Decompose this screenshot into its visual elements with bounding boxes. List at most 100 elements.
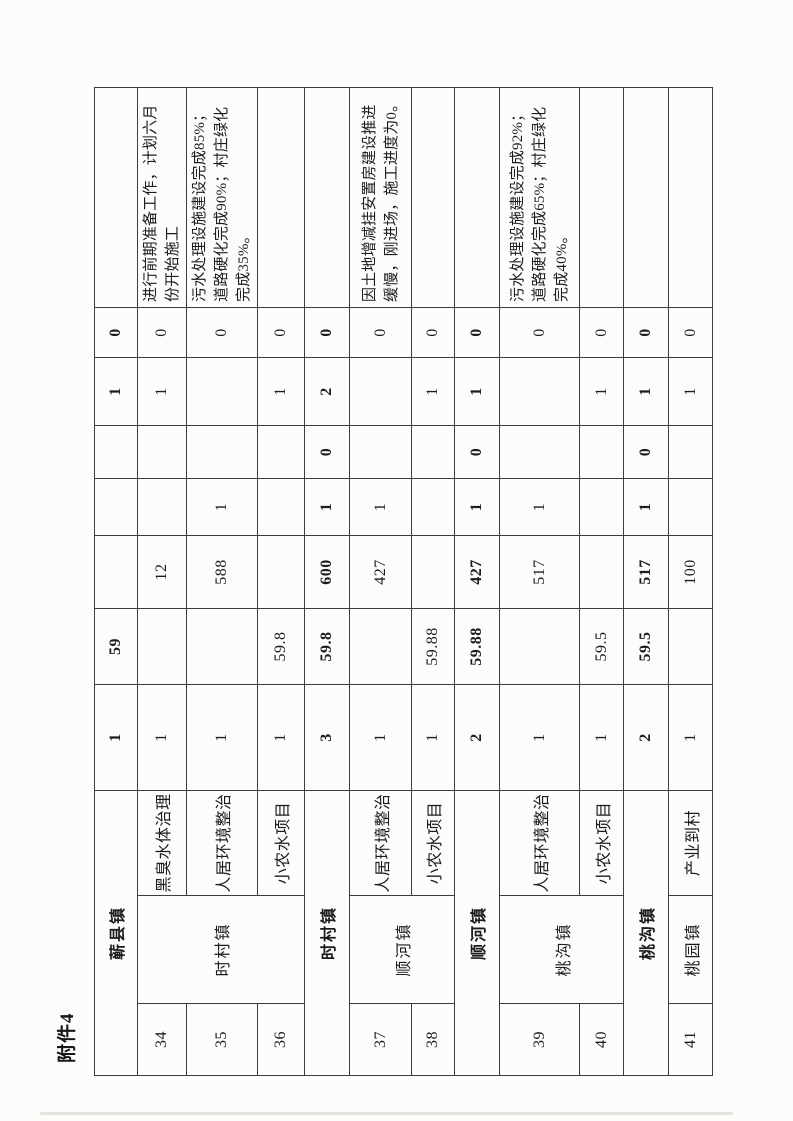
rotated-content-wrapper: 附件4 蕲县镇 1 59 1 0 34 时村镇 黑臭水体治理 1 12 1 0 进行前期准备工作，计划六…	[44, 87, 713, 1076]
cell-amount1: 59.8	[304, 608, 350, 685]
scan-artifact-edge	[40, 1112, 733, 1115]
cell-remark	[94, 87, 138, 308]
cell-seq: 34	[137, 1003, 187, 1076]
cell-val1: 1	[454, 478, 500, 536]
cell-qty: 1	[499, 684, 580, 791]
cell-amount1: 59.88	[454, 608, 500, 685]
cell-town: 桃沟镇	[623, 790, 669, 1076]
cell-seq: 36	[257, 1003, 305, 1076]
cell-amount2	[579, 535, 624, 609]
cell-remark	[454, 87, 500, 308]
cell-val2	[257, 425, 305, 479]
cell-seq: 41	[668, 1003, 713, 1076]
cell-amount2: 12	[137, 535, 187, 609]
cell-remark	[304, 87, 350, 308]
table-body: 蕲县镇 1 59 1 0 34 时村镇 黑臭水体治理 1 12 1 0 进行前期准备工作，计划六月份开始…	[94, 87, 713, 1076]
cell-seq: 37	[349, 1003, 412, 1076]
cell-amount2	[94, 535, 138, 609]
cell-amount1	[668, 608, 713, 685]
cell-seq: 40	[579, 1003, 624, 1076]
cell-project: 小农水项目	[257, 790, 305, 896]
cell-amount1: 59.5	[623, 608, 669, 685]
subtotal-row: 蕲县镇 1 59 1 0	[94, 87, 138, 1076]
cell-val1: 1	[186, 478, 258, 536]
subtotal-row: 顺河镇 2 59.88 427 1 0 1 0	[454, 87, 500, 1076]
cell-amount2: 600	[304, 535, 350, 609]
cell-qty: 1	[668, 684, 713, 791]
cell-val2	[94, 425, 138, 479]
cell-town: 时村镇	[137, 895, 305, 1004]
table-row: 39 桃沟镇 人居环境整治 1 517 1 0 污水处理设施建设完成92%；道路硬化完成65%…	[499, 87, 624, 1076]
cell-val1	[137, 478, 187, 536]
cell-project: 人居环境整治	[186, 790, 258, 896]
cell-seq: 39	[499, 1003, 580, 1076]
table-row: 41 桃园镇 产业到村 1 100 1 0	[668, 87, 713, 1076]
cell-val1: 1	[349, 478, 412, 536]
cell-val3: 1	[257, 357, 305, 426]
cell-remark: 污水处理设施建设完成85%；道路硬化完成90%；村庄绿化完成35%。	[186, 87, 258, 308]
landscape-sheet: 附件4 蕲县镇 1 59 1 0 34 时村镇 黑臭水体治理 1 12 1 0 进行前期准备工作，计划六…	[44, 87, 713, 1076]
cell-remark: 进行前期准备工作，计划六月份开始施工	[137, 87, 187, 308]
cell-remark	[579, 87, 624, 308]
project-progress-table: 蕲县镇 1 59 1 0 34 时村镇 黑臭水体治理 1 12 1 0 进行前期准备工作，计划六月份开始…	[94, 87, 713, 1076]
cell-val4: 0	[454, 307, 500, 358]
cell-val2	[579, 425, 624, 479]
cell-qty: 2	[454, 684, 500, 791]
cell-amount2	[257, 535, 305, 609]
cell-qty: 1	[257, 684, 305, 791]
cell-qty: 1	[411, 684, 455, 791]
cell-val3: 1	[668, 357, 713, 426]
cell-amount2: 427	[454, 535, 500, 609]
cell-val3: 1	[137, 357, 187, 426]
cell-val3	[186, 357, 258, 426]
cell-val4: 0	[499, 307, 580, 358]
cell-remark: 污水处理设施建设完成92%；道路硬化完成65%；村庄绿化完成40%。	[499, 87, 580, 308]
table-row: 34 时村镇 黑臭水体治理 1 12 1 0 进行前期准备工作，计划六月份开始施工	[137, 87, 305, 1076]
subtotal-row: 时村镇 3 59.8 600 1 0 2 0	[304, 87, 350, 1076]
cell-val4: 0	[349, 307, 412, 358]
cell-val3: 1	[454, 357, 500, 426]
cell-remark	[411, 87, 455, 308]
cell-town: 顺河镇	[454, 790, 500, 1076]
cell-project: 产业到村	[668, 790, 713, 896]
cell-remark	[668, 87, 713, 308]
cell-val4: 0	[137, 307, 187, 358]
cell-val3	[499, 357, 580, 426]
cell-val2	[186, 425, 258, 479]
cell-val1	[257, 478, 305, 536]
cell-town: 桃园镇	[668, 895, 713, 1004]
cell-qty: 1	[186, 684, 258, 791]
cell-project: 人居环境整治	[499, 790, 580, 896]
cell-val3: 1	[579, 357, 624, 426]
attachment-label: 附件4	[57, 1012, 78, 1063]
cell-project: 人居环境整治	[349, 790, 412, 896]
cell-amount1: 59.8	[257, 608, 305, 685]
cell-val1	[668, 478, 713, 536]
cell-project: 小农水项目	[411, 790, 455, 896]
cell-amount1: 59.88	[411, 608, 455, 685]
cell-val3: 1	[623, 357, 669, 426]
cell-amount2: 100	[668, 535, 713, 609]
cell-val4: 0	[94, 307, 138, 358]
cell-amount2: 517	[499, 535, 580, 609]
cell-val3	[349, 357, 412, 426]
cell-val2	[349, 425, 412, 479]
cell-amount2: 517	[623, 535, 669, 609]
cell-val4: 0	[186, 307, 258, 358]
cell-amount2	[411, 535, 455, 609]
cell-val2	[411, 425, 455, 479]
cell-val1: 1	[499, 478, 580, 536]
cell-seq: 35	[186, 1003, 258, 1076]
cell-val4: 0	[304, 307, 350, 358]
cell-qty: 1	[94, 684, 138, 791]
cell-remark	[257, 87, 305, 308]
table-row: 37 顺河镇 人居环境整治 1 427 1 0 因土地增减挂安置房建设推进缓慢，刚进场，施工进…	[349, 87, 455, 1076]
cell-amount1: 59.5	[579, 608, 624, 685]
cell-val3: 1	[94, 357, 138, 426]
cell-amount1	[186, 608, 258, 685]
cell-val1	[94, 478, 138, 536]
cell-val2: 0	[623, 425, 669, 479]
cell-amount1	[137, 608, 187, 685]
cell-qty: 3	[304, 684, 350, 791]
